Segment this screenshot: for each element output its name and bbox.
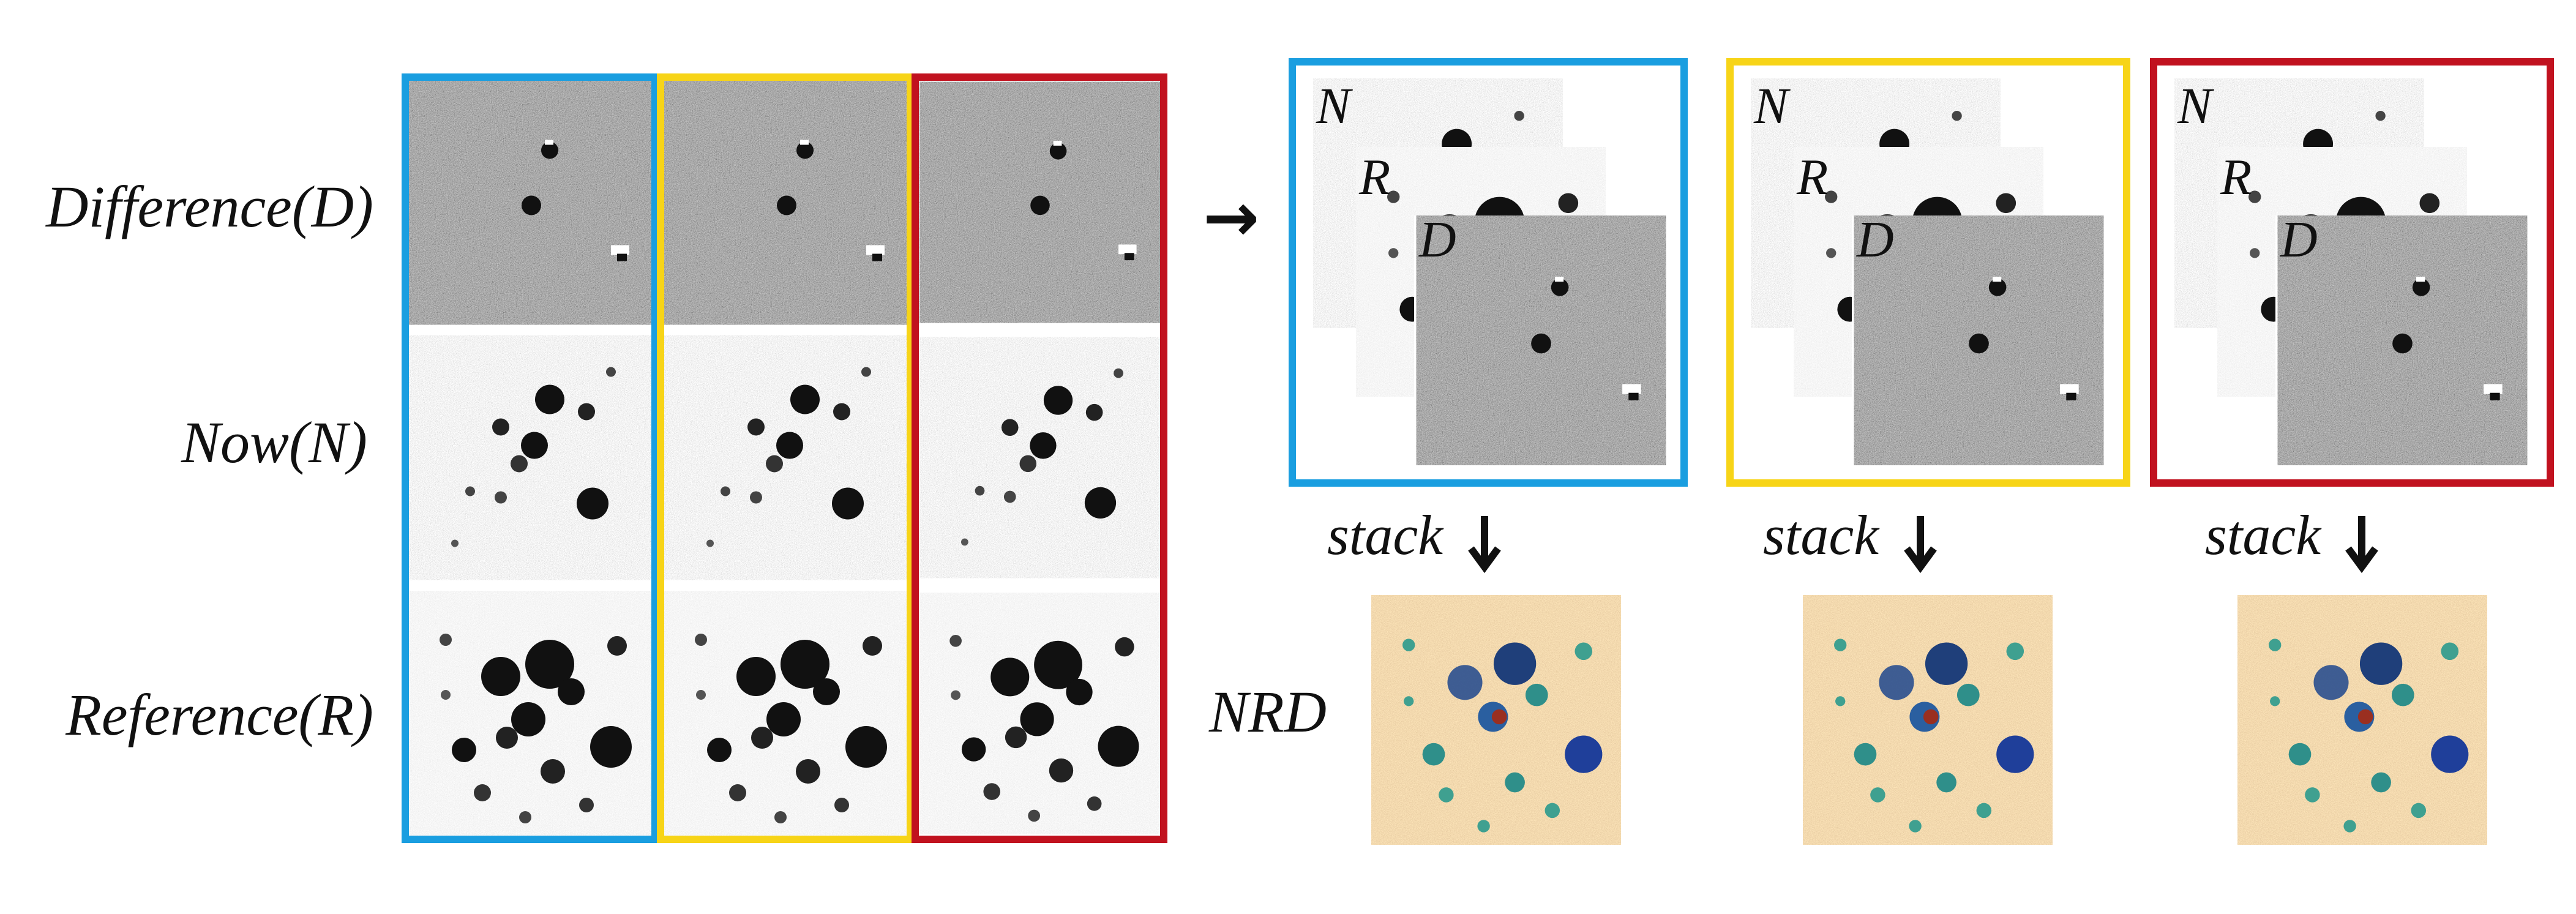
- stack-red-d-label: D: [2280, 211, 2318, 268]
- stack-blue-n-label: N: [1316, 78, 1351, 135]
- nrd-image-2: [1803, 595, 2053, 845]
- stack-yellow-d-label: D: [1857, 211, 1894, 268]
- down-arrow-icon: [1904, 516, 1937, 574]
- stack-yellow-n-label: N: [1754, 78, 1789, 135]
- stack-label-2: stack: [1763, 504, 1879, 566]
- column-frame-yellow: [657, 73, 914, 843]
- stack-blue-d-tile: [1414, 215, 1668, 465]
- nrd-image-3: [2237, 595, 2487, 845]
- stack-blue-r-label: R: [1359, 149, 1391, 206]
- stack-group-red: [2150, 58, 2554, 487]
- stack-red-d-tile: [2275, 215, 2529, 465]
- stack-group-yellow: [1726, 58, 2130, 487]
- stack-yellow-d-tile: [1852, 215, 2106, 465]
- row-label-now: Now(N): [181, 410, 367, 475]
- stack-label-3: stack: [2205, 504, 2321, 566]
- column-frame-red: [912, 73, 1167, 843]
- nrd-image-1: [1371, 595, 1621, 845]
- stack-label-1: stack: [1327, 504, 1443, 566]
- stack-blue-d-label: D: [1419, 211, 1456, 268]
- stack-group-blue: [1289, 58, 1688, 487]
- row-label-reference: Reference(R): [66, 682, 373, 747]
- nrd-label: NRD: [1209, 679, 1327, 744]
- down-arrow-icon: [2345, 516, 2378, 574]
- stack-red-r-label: R: [2220, 149, 2252, 206]
- right-arrow-icon: →: [1203, 178, 1260, 257]
- row-label-difference: Difference(D): [46, 174, 373, 239]
- stack-yellow-r-label: R: [1797, 149, 1829, 206]
- stack-red-n-label: N: [2177, 78, 2212, 135]
- down-arrow-icon: [1468, 516, 1501, 574]
- column-frame-blue: [402, 73, 659, 843]
